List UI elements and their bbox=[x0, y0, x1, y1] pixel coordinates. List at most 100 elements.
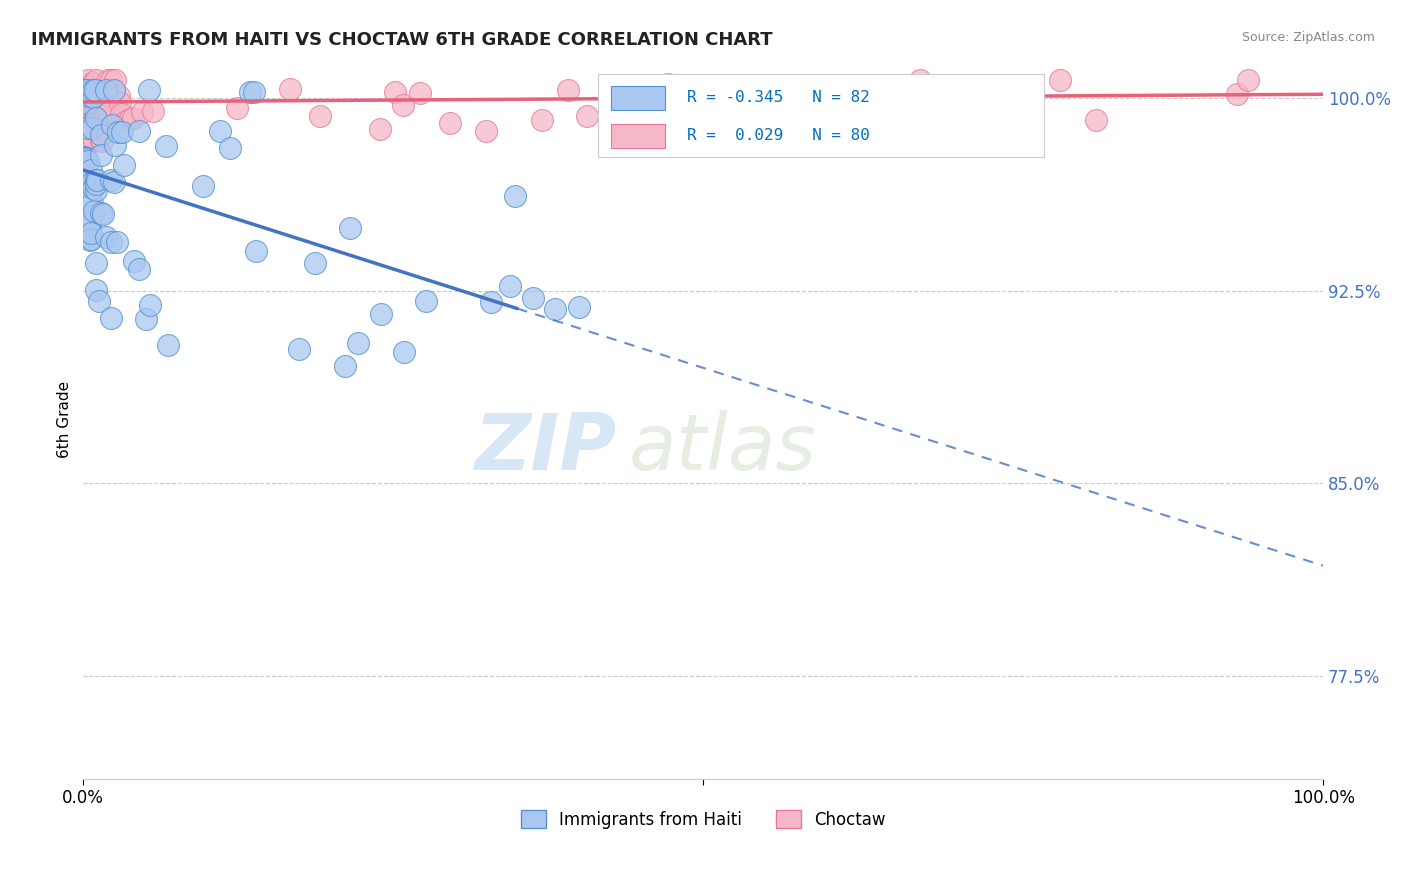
Point bbox=[156, 337, 179, 351]
Point bbox=[226, 101, 249, 115]
Point bbox=[100, 173, 122, 187]
Point bbox=[928, 100, 950, 114]
Point bbox=[80, 175, 103, 189]
Point bbox=[84, 106, 107, 120]
Point bbox=[96, 230, 118, 244]
Point bbox=[76, 95, 98, 110]
Point bbox=[73, 150, 96, 164]
Point bbox=[79, 88, 101, 103]
Point bbox=[370, 122, 392, 136]
Point bbox=[288, 342, 311, 356]
Point bbox=[75, 151, 97, 165]
Point bbox=[84, 283, 107, 297]
Point bbox=[91, 102, 114, 116]
Point bbox=[242, 85, 264, 99]
Point bbox=[75, 137, 97, 152]
Point bbox=[97, 73, 120, 87]
Point bbox=[82, 82, 104, 96]
Point bbox=[87, 293, 110, 308]
Point bbox=[91, 134, 114, 148]
Point bbox=[103, 83, 125, 97]
Point bbox=[104, 73, 127, 87]
Point bbox=[84, 111, 107, 125]
Point bbox=[84, 113, 107, 128]
Point bbox=[139, 298, 162, 312]
Point bbox=[309, 109, 332, 123]
Point bbox=[785, 102, 807, 116]
Point bbox=[75, 105, 97, 120]
Point bbox=[76, 125, 98, 139]
Point bbox=[384, 85, 406, 99]
Point bbox=[131, 105, 153, 120]
Point bbox=[209, 123, 232, 137]
Point bbox=[84, 183, 107, 197]
Point bbox=[568, 300, 591, 314]
Point bbox=[627, 100, 650, 114]
Point bbox=[409, 86, 432, 100]
Point bbox=[84, 173, 107, 187]
Point bbox=[90, 106, 112, 120]
Point bbox=[122, 254, 145, 268]
Point bbox=[191, 178, 214, 193]
Point bbox=[73, 83, 96, 97]
Point bbox=[83, 112, 105, 127]
Point bbox=[87, 111, 110, 125]
Point bbox=[82, 90, 104, 104]
Point bbox=[73, 103, 96, 118]
Point bbox=[75, 80, 97, 95]
Point bbox=[75, 153, 97, 167]
Point bbox=[121, 111, 143, 125]
Point bbox=[73, 83, 96, 97]
Point bbox=[96, 86, 118, 100]
Point bbox=[90, 148, 112, 162]
Point bbox=[73, 83, 96, 97]
Point bbox=[370, 307, 392, 321]
Point bbox=[87, 112, 110, 126]
Point bbox=[83, 88, 105, 103]
Point bbox=[90, 128, 112, 143]
Point bbox=[110, 107, 132, 121]
Point bbox=[107, 89, 129, 103]
Point bbox=[89, 103, 111, 117]
Point bbox=[84, 121, 107, 136]
Point bbox=[112, 159, 135, 173]
Point bbox=[107, 235, 129, 249]
Point bbox=[73, 82, 96, 96]
Point bbox=[280, 82, 302, 96]
Point bbox=[83, 83, 105, 97]
Point bbox=[98, 105, 121, 120]
Point bbox=[304, 256, 326, 270]
Point bbox=[76, 228, 98, 243]
Point bbox=[522, 291, 544, 305]
Point bbox=[84, 104, 107, 119]
Point bbox=[79, 232, 101, 246]
Text: atlas: atlas bbox=[628, 410, 817, 486]
Point bbox=[110, 95, 132, 110]
Point bbox=[96, 83, 118, 97]
Y-axis label: 6th Grade: 6th Grade bbox=[58, 381, 72, 458]
Point bbox=[73, 170, 96, 185]
Point bbox=[82, 181, 104, 195]
Point bbox=[76, 73, 98, 87]
Point bbox=[79, 79, 101, 94]
Point bbox=[79, 218, 101, 232]
Point bbox=[1237, 73, 1260, 87]
Point bbox=[76, 153, 98, 168]
Point bbox=[91, 207, 114, 221]
Point bbox=[80, 226, 103, 240]
Point bbox=[76, 99, 98, 113]
Point bbox=[415, 293, 437, 308]
Point bbox=[75, 173, 97, 187]
Point bbox=[543, 301, 565, 316]
Point bbox=[475, 124, 498, 138]
Point bbox=[339, 221, 361, 235]
Point bbox=[86, 256, 108, 270]
Point bbox=[218, 141, 240, 155]
Point bbox=[799, 85, 821, 99]
Text: ZIP: ZIP bbox=[474, 410, 616, 486]
Text: IMMIGRANTS FROM HAITI VS CHOCTAW 6TH GRADE CORRELATION CHART: IMMIGRANTS FROM HAITI VS CHOCTAW 6TH GRA… bbox=[31, 31, 772, 49]
Point bbox=[82, 83, 104, 97]
Point bbox=[97, 92, 120, 106]
Point bbox=[86, 177, 108, 191]
Point bbox=[1001, 86, 1024, 100]
